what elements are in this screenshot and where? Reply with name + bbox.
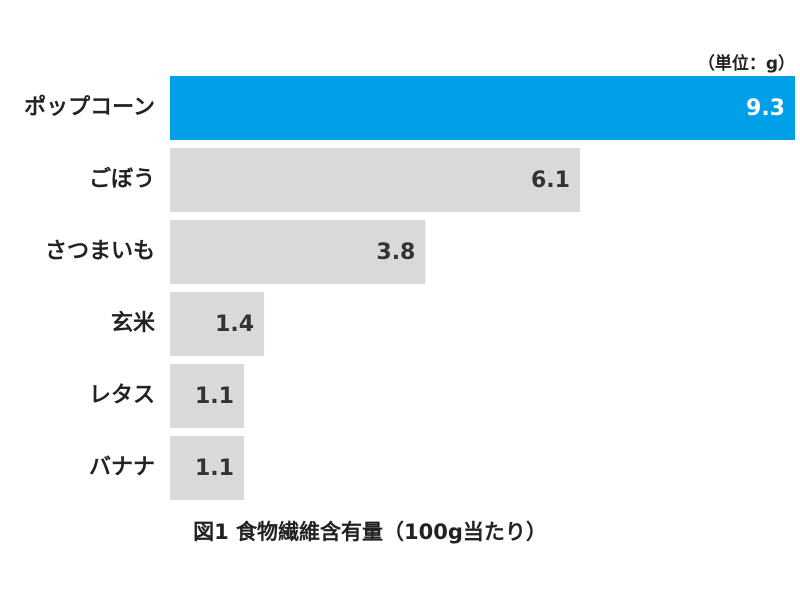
value-label: 1.4	[215, 312, 254, 337]
category-label: ごぼう	[89, 166, 155, 192]
value-label: 6.1	[531, 168, 570, 193]
category-label: バナナ	[89, 455, 155, 480]
bar	[170, 436, 244, 500]
category-label: レタス	[89, 383, 155, 408]
bar	[170, 292, 265, 356]
bar	[170, 76, 795, 140]
value-label: 1.1	[195, 384, 234, 409]
category-label: さつまいも	[45, 239, 155, 264]
chart-title: 図1 食物繊維含有量（100g当たり）	[193, 520, 547, 544]
value-label: 1.1	[195, 456, 234, 481]
bar	[170, 364, 244, 428]
category-label: ポップコーン	[24, 94, 155, 120]
bar	[170, 148, 580, 212]
bar	[170, 220, 426, 284]
unit-note: （単位：g）	[698, 53, 795, 74]
value-label: 9.3	[746, 96, 785, 121]
value-label: 3.8	[376, 240, 415, 265]
category-label: 玄米	[111, 310, 156, 336]
